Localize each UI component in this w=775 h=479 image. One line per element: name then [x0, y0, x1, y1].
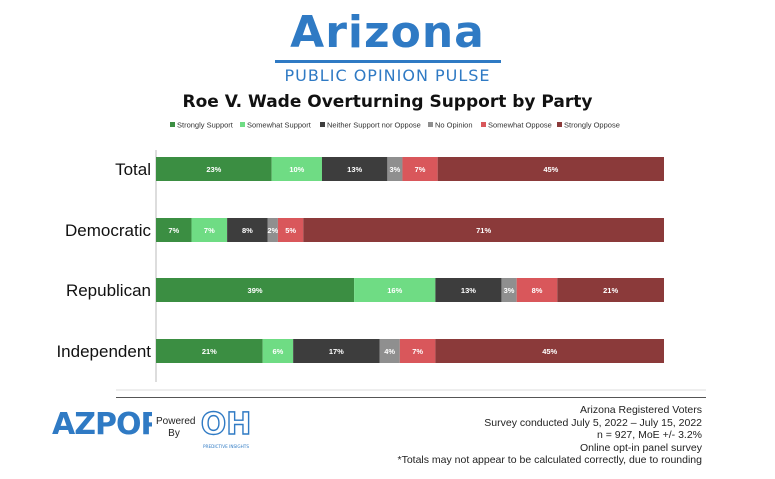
- bar-segment: [354, 278, 436, 302]
- bar-segment: [262, 339, 294, 363]
- legend-swatch: [170, 122, 175, 127]
- data-label: 13%: [347, 165, 362, 174]
- data-label: 7%: [415, 165, 426, 174]
- footer-divider: [116, 397, 706, 398]
- data-label: 71%: [476, 226, 491, 235]
- brand-subtitle: PUBLIC OPINION PULSE: [284, 66, 491, 85]
- legend-swatch: [481, 122, 486, 127]
- data-label: 7%: [412, 347, 423, 356]
- bar-segment: [435, 278, 502, 302]
- legend-label: Strongly Oppose: [564, 121, 620, 130]
- data-label: 17%: [329, 347, 344, 356]
- legend-label: No Opinion: [435, 121, 473, 130]
- data-label: 39%: [248, 286, 263, 295]
- powered-line-1: Powered: [156, 416, 196, 427]
- data-label: 3%: [389, 165, 400, 174]
- bar-segment: [271, 157, 322, 181]
- bar-segment: [277, 218, 304, 242]
- data-label: 7%: [168, 226, 179, 235]
- azpop-logo: AZPOP: [52, 407, 152, 442]
- legend-swatch: [428, 122, 433, 127]
- data-label: 16%: [387, 286, 402, 295]
- category-label: Independent: [56, 342, 151, 361]
- bar-segment: [156, 157, 272, 181]
- legend-label: Neither Support nor Oppose: [327, 121, 421, 130]
- bar-segment: [156, 218, 192, 242]
- data-label: 5%: [285, 226, 296, 235]
- bar-segment: [191, 218, 228, 242]
- chart-title: Roe V. Wade Overturning Support by Party: [182, 92, 593, 112]
- bar-segment: [516, 278, 558, 302]
- category-label: Democratic: [65, 221, 151, 240]
- survey-notes: Arizona Registered Voters Survey conduct…: [398, 404, 703, 467]
- legend-label: Strongly Support: [177, 121, 234, 130]
- bar-segment: [387, 157, 403, 181]
- data-label: 10%: [289, 165, 304, 174]
- bar-segment: [156, 339, 263, 363]
- data-label: 3%: [504, 286, 515, 295]
- data-label: 21%: [202, 347, 217, 356]
- data-label: 13%: [461, 286, 476, 295]
- bar-segment: [402, 157, 438, 181]
- note-line: *Totals may not appear to be calculated …: [397, 454, 703, 466]
- bar-segment: [267, 218, 278, 242]
- powered-line-2: By: [168, 428, 180, 439]
- bar-segment: [321, 157, 388, 181]
- data-label: 21%: [603, 286, 618, 295]
- bar-segment: [557, 278, 664, 302]
- legend-swatch: [240, 122, 245, 127]
- bar-segment: [156, 278, 355, 302]
- bar-segment: [293, 339, 380, 363]
- powered-by-label: Powered By: [156, 416, 196, 440]
- note-line: n = 927, MoE +/- 3.2%: [596, 429, 702, 441]
- data-label: 8%: [532, 286, 543, 295]
- bar-segment: [399, 339, 436, 363]
- legend-swatch: [320, 122, 325, 127]
- bar-segment: [303, 218, 664, 242]
- data-label: 7%: [204, 226, 215, 235]
- data-label: 45%: [543, 165, 558, 174]
- brand-header: Arizona PUBLIC OPINION PULSE: [0, 8, 775, 85]
- legend-label: Somewhat Oppose: [488, 121, 552, 130]
- oh-logo-text: OH: [201, 407, 252, 442]
- azpop-logo-text: AZPOP: [52, 407, 152, 442]
- note-line: Online opt-in panel survey: [580, 441, 702, 454]
- oh-logo-caption: PREDICTIVE INSIGHTS: [203, 444, 249, 449]
- category-label: Total: [115, 160, 151, 179]
- note-line: Arizona Registered Voters: [580, 404, 702, 416]
- bar-segment: [379, 339, 400, 363]
- bar-segment: [501, 278, 517, 302]
- bar-segment: [437, 157, 664, 181]
- data-label: 4%: [384, 347, 395, 356]
- bar-segment: [435, 339, 664, 363]
- brand-title: Arizona: [290, 7, 485, 58]
- data-label: 6%: [272, 347, 283, 356]
- data-label: 8%: [242, 226, 253, 235]
- data-label: 45%: [542, 347, 557, 356]
- brand-divider: [274, 60, 501, 63]
- data-label: 23%: [206, 165, 221, 174]
- category-label: Republican: [66, 281, 151, 300]
- predictive-insights-logo: OH PREDICTIVE INSIGHTS: [200, 406, 252, 449]
- data-label: 2%: [267, 226, 278, 235]
- legend-swatch: [557, 122, 562, 127]
- bar-segment: [227, 218, 268, 242]
- note-line: Survey conducted July 5, 2022 – July 15,…: [484, 416, 702, 429]
- legend-label: Somewhat Support: [247, 121, 312, 130]
